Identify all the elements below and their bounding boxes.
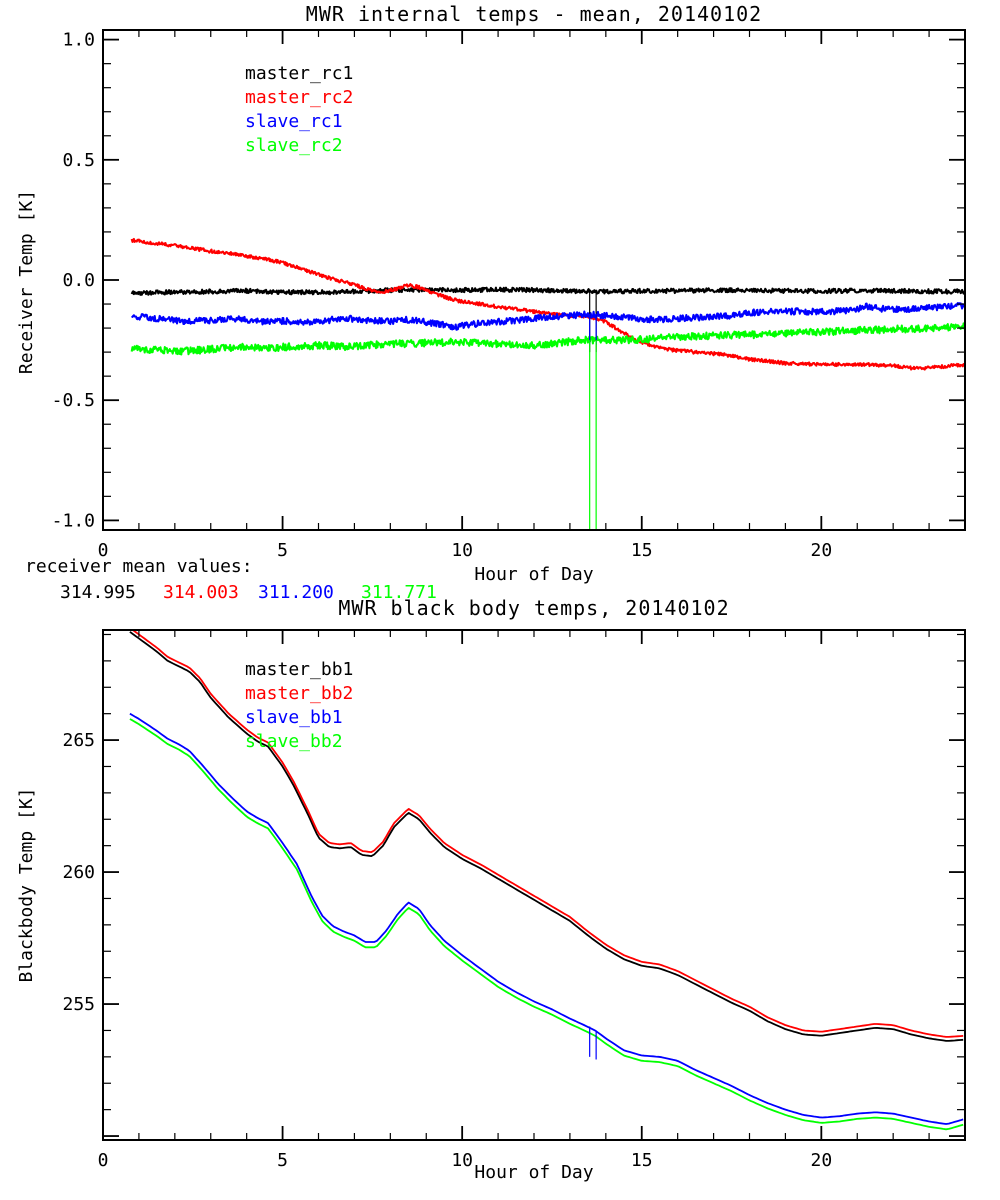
blackbody-x-tick-label: 10: [451, 1150, 473, 1171]
receiver-axes-border: [102, 29, 966, 531]
receiver-x-tick-label: 15: [631, 540, 653, 561]
legend-item-master-bb1: master_bb1: [245, 659, 354, 680]
receiver-y-tick-label: 0.0: [62, 270, 95, 291]
blackbody-x-tick-label: 20: [810, 1150, 832, 1171]
legend-item-master-bb2: master_bb2: [245, 683, 354, 704]
blackbody-y-tick-label: 265: [62, 730, 95, 751]
series-master_bb1: [129, 631, 964, 1042]
receiver-y-tick-label: -1.0: [52, 510, 95, 531]
receiver-x-tick-label: 5: [277, 540, 288, 561]
legend-item-slave-bb2: slave_bb2: [245, 731, 343, 752]
legend-item-slave-rc2: slave_rc2: [245, 135, 343, 156]
receiver-legend: master_rc1 master_rc2 slave_rc1 slave_rc…: [245, 62, 353, 158]
blackbody-x-tick-label: 0: [98, 1150, 109, 1171]
receiver-x-tick-label: 10: [451, 540, 473, 561]
blackbody-legend: master_bb1 master_bb2 slave_bb1 slave_bb…: [245, 658, 353, 754]
blackbody-y-tick-label: 255: [62, 994, 95, 1015]
receiver-y-axis-label: Receiver Temp [K]: [16, 189, 37, 375]
receiver-x-tick-label: 20: [810, 540, 832, 561]
legend-item-slave-rc1: slave_rc1: [245, 111, 343, 132]
mean-value-slave-rc1: 311.200: [258, 582, 334, 603]
blackbody-series-group: [129, 630, 964, 1131]
legend-item-slave-bb1: slave_bb1: [245, 707, 343, 728]
series-slave_bb1: [129, 712, 964, 1125]
blackbody-x-tick-label: 5: [277, 1150, 288, 1171]
series-master_rc2: [130, 237, 965, 371]
blackbody-chart-title: MWR black body temps, 20140102: [338, 596, 730, 620]
series-master_rc1: [130, 286, 965, 296]
receiver-x-tick-label: 0: [98, 540, 109, 561]
receiver-chart-title: MWR internal temps - mean, 20140102: [305, 2, 763, 26]
mean-value-master-rc1: 314.995: [60, 582, 136, 603]
receiver-y-tick-label: -0.5: [52, 390, 95, 411]
mean-value-slave-rc2: 311.771: [361, 582, 437, 603]
receiver-y-tick-label: 0.5: [62, 150, 95, 171]
series-slave_rc1: [130, 302, 965, 331]
blackbody-axes-border: [102, 629, 966, 1141]
receiver-mean-values-label: receiver mean values:: [25, 556, 253, 577]
receiver-series-group: [130, 237, 965, 530]
mean-value-master-rc2: 314.003: [163, 582, 239, 603]
series-slave_rc2: [130, 322, 965, 356]
series-slave_bb2: [129, 718, 964, 1131]
blackbody-y-axis-label: Blackbody Temp [K]: [16, 787, 37, 983]
blackbody-x-axis-label: Hour of Day: [474, 1162, 594, 1183]
legend-item-master-rc1: master_rc1: [245, 63, 354, 84]
receiver-y-tick-label: 1.0: [62, 30, 95, 51]
receiver-x-axis-label: Hour of Day: [474, 564, 594, 585]
series-master_bb2: [131, 630, 964, 1038]
legend-item-master-rc2: master_rc2: [245, 87, 354, 108]
blackbody-y-tick-label: 260: [62, 862, 95, 883]
blackbody-x-tick-label: 15: [631, 1150, 653, 1171]
